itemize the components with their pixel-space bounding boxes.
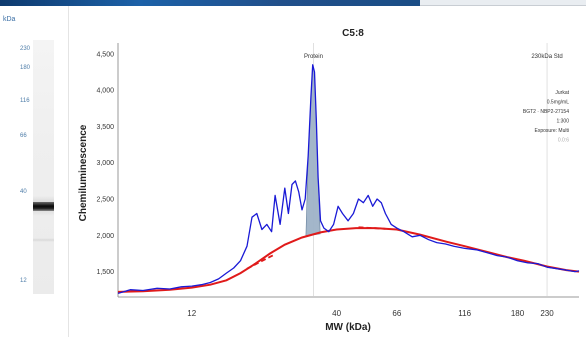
top-strip-edge	[420, 5, 586, 6]
lane-band-faint	[33, 238, 54, 242]
info-line-1: 0.5mg/mL	[547, 100, 569, 106]
lane-strip	[33, 40, 54, 294]
y-tick-label: 4,500	[96, 51, 114, 58]
baseline-fit-line	[117, 227, 580, 293]
top-strip-accent	[0, 0, 420, 6]
chart-title: C5:8	[342, 28, 364, 39]
x-tick-label: 12	[187, 309, 196, 318]
lane-tick-180: 180	[20, 65, 31, 71]
lane-divider	[68, 6, 69, 337]
x-tick-label: 116	[458, 309, 471, 318]
x-tick-label: 180	[511, 309, 525, 318]
y-tick-label: 2,500	[96, 197, 114, 204]
lane-tick-230: 230	[20, 46, 31, 52]
baseline-dash-right-segment	[358, 226, 386, 230]
y-tick-label: 2,000	[96, 233, 114, 240]
y-tick-label: 4,000	[96, 88, 114, 95]
y-axis-label: Chemiluminescence	[78, 124, 89, 221]
lane-tick-66: 66	[20, 133, 27, 139]
info-line-3: 1:300	[556, 119, 569, 125]
y-tick-label: 3,000	[96, 160, 114, 167]
x-tick-label: 40	[332, 309, 341, 318]
annotation-label: 230kDa Std	[531, 54, 562, 60]
lane-tick-12: 12	[20, 278, 27, 284]
lane-tick-116: 116	[20, 98, 30, 104]
x-tick-label: 66	[392, 309, 401, 318]
lane-unit-label: kDa	[3, 16, 16, 23]
y-tick-label: 3,500	[96, 124, 114, 131]
y-tick-label: 1,500	[96, 269, 114, 276]
baseline-dash-left-segment	[246, 253, 276, 270]
x-tick-label: 230	[540, 309, 554, 318]
annotation-label: Protein	[304, 54, 323, 60]
top-strip	[0, 0, 586, 6]
signal-trace-line	[117, 64, 580, 295]
x-axis-label: MW (kDa)	[325, 322, 371, 333]
info-line-2: BGT2 · NBP2-27154	[523, 109, 569, 115]
info-line-4: Exposure: Multi	[535, 128, 569, 134]
lane-tick-40: 40	[20, 189, 27, 195]
lane-band	[33, 202, 54, 211]
info-line-0: Jurkat	[555, 90, 569, 96]
info-line-faint: 0.0:6	[558, 138, 569, 144]
